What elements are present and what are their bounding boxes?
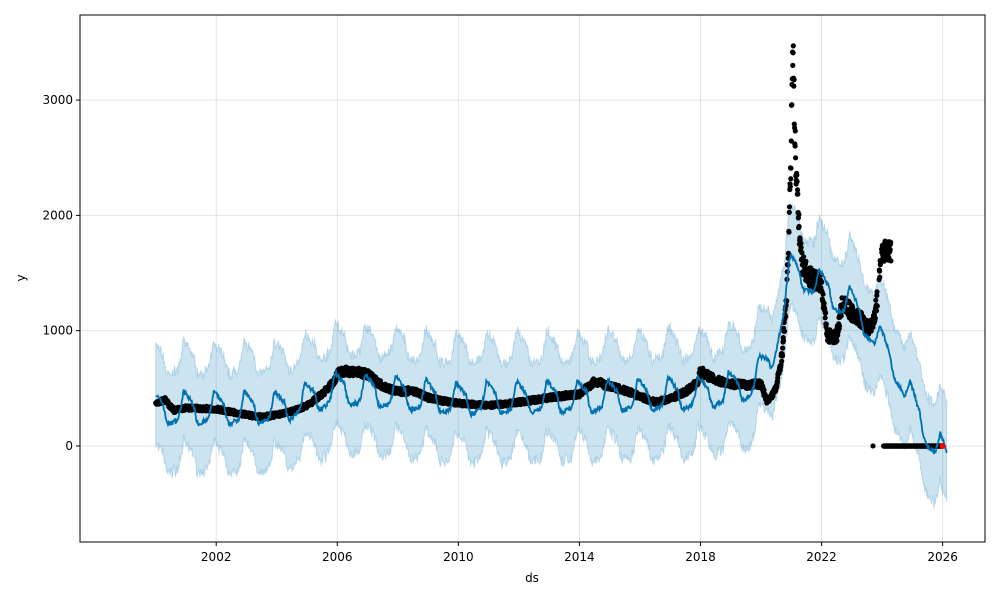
x-tick-label: 2022	[806, 550, 837, 564]
observed-point	[834, 338, 840, 344]
axis-ticks: 2002 2006 2010 2014 2018 2022 2026 0 1000 2000 300…	[42, 93, 957, 564]
observed-point	[822, 315, 828, 321]
observed-point	[870, 443, 876, 449]
observed-point	[795, 187, 801, 193]
observed-point	[790, 62, 796, 68]
observed-point	[786, 204, 793, 210]
observed-point	[792, 128, 798, 134]
x-tick-label: 2014	[564, 550, 595, 564]
observed-point	[823, 321, 829, 327]
observed-point	[788, 165, 794, 171]
observed-point	[873, 308, 880, 314]
observed-point	[874, 303, 880, 309]
y-tick-label: 1000	[42, 324, 73, 338]
observed-point	[791, 83, 797, 89]
observed-point	[803, 258, 809, 264]
plot-frame	[79, 14, 986, 543]
observed-point	[795, 191, 801, 197]
observed-point	[791, 77, 797, 83]
x-tick-label: 2010	[443, 550, 474, 564]
last-observed-point	[939, 442, 946, 449]
y-tick-label: 2000	[42, 208, 73, 222]
observed-point	[792, 143, 798, 149]
x-tick-label: 2026	[927, 550, 958, 564]
observed-point	[870, 324, 876, 330]
observed-point	[790, 43, 796, 49]
observed-point	[801, 254, 807, 260]
observed-point	[887, 246, 893, 253]
observed-point	[821, 300, 827, 306]
observed-point	[788, 176, 794, 182]
observed-point	[796, 211, 802, 218]
observed-point	[794, 172, 800, 178]
x-tick-label: 2018	[685, 550, 716, 564]
observed-point	[780, 345, 786, 351]
y-tick-label: 0	[65, 439, 73, 453]
observed-point	[796, 223, 802, 230]
observed-point	[798, 245, 804, 251]
observed-point	[781, 328, 788, 334]
observed-point	[877, 274, 883, 280]
observed-point	[788, 138, 794, 144]
observed-point	[820, 291, 826, 297]
observed-point	[786, 209, 792, 215]
observed-point	[787, 184, 793, 190]
observed-point	[780, 338, 787, 344]
observed-point	[888, 258, 894, 264]
observed-point	[793, 155, 799, 161]
observed-point	[874, 289, 880, 295]
observed-point	[786, 229, 792, 235]
observed-point	[790, 50, 796, 56]
observed-point	[836, 323, 843, 329]
forecast-line	[155, 253, 948, 455]
observed-point	[798, 240, 804, 246]
observed-point	[881, 258, 887, 264]
uncertainty-interval	[155, 202, 948, 509]
observed-point	[785, 250, 792, 256]
observed-point	[799, 250, 805, 256]
observed-point	[819, 279, 825, 285]
observed-point	[794, 179, 800, 185]
observed-point	[761, 387, 767, 393]
grid-lines	[80, 15, 985, 542]
x-tick-label: 2002	[201, 550, 232, 564]
observed-point	[873, 297, 879, 303]
observed-point	[779, 358, 785, 364]
observed-point	[872, 315, 878, 321]
observed-point	[838, 313, 844, 319]
plot-background	[80, 15, 985, 542]
y-tick-label: 3000	[42, 93, 73, 107]
x-axis-label: ds	[525, 571, 539, 585]
observed-point	[779, 353, 786, 359]
y-axis-label: y	[14, 274, 28, 281]
x-tick-label: 2006	[322, 550, 353, 564]
observed-point	[877, 268, 883, 274]
observed-point	[321, 392, 327, 398]
observed-point	[791, 121, 797, 127]
observed-point	[888, 239, 894, 245]
observed-point	[823, 310, 829, 316]
observed-point	[789, 102, 795, 108]
